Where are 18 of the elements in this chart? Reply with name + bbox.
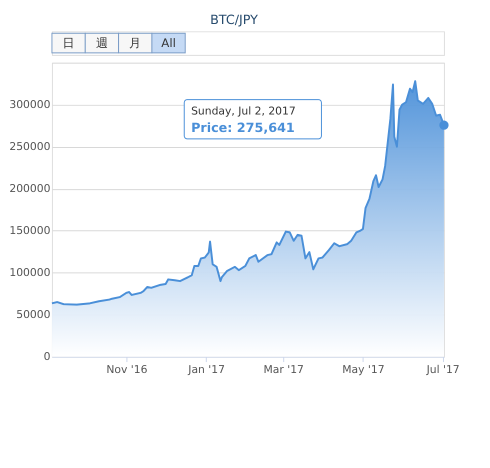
x-tick-label: May '17 — [342, 362, 385, 376]
y-tick-label: 50000 — [16, 308, 51, 322]
chart-title: BTC/JPY — [210, 12, 258, 28]
text: 日 — [62, 36, 75, 50]
y-tick-label: 100000 — [9, 266, 51, 280]
y-tick-label: 300000 — [9, 98, 51, 112]
y-tick-label: 150000 — [9, 224, 51, 238]
y-tick-label: 200000 — [9, 182, 51, 196]
text: All — [161, 36, 176, 50]
x-tick-label: Jan '17 — [187, 362, 225, 376]
y-tick-label: 250000 — [9, 140, 51, 154]
x-tick-label: Mar '17 — [264, 362, 304, 376]
x-tick-label: Nov '16 — [106, 362, 148, 376]
y-tick-label: 0 — [44, 350, 51, 364]
x-tick-label: Jul '17 — [426, 362, 460, 376]
text: 週 — [96, 36, 108, 50]
text: 月 — [129, 36, 142, 50]
annotation: Sunday, Jul 2, 2017 Price: 275,641 — [191, 104, 296, 136]
